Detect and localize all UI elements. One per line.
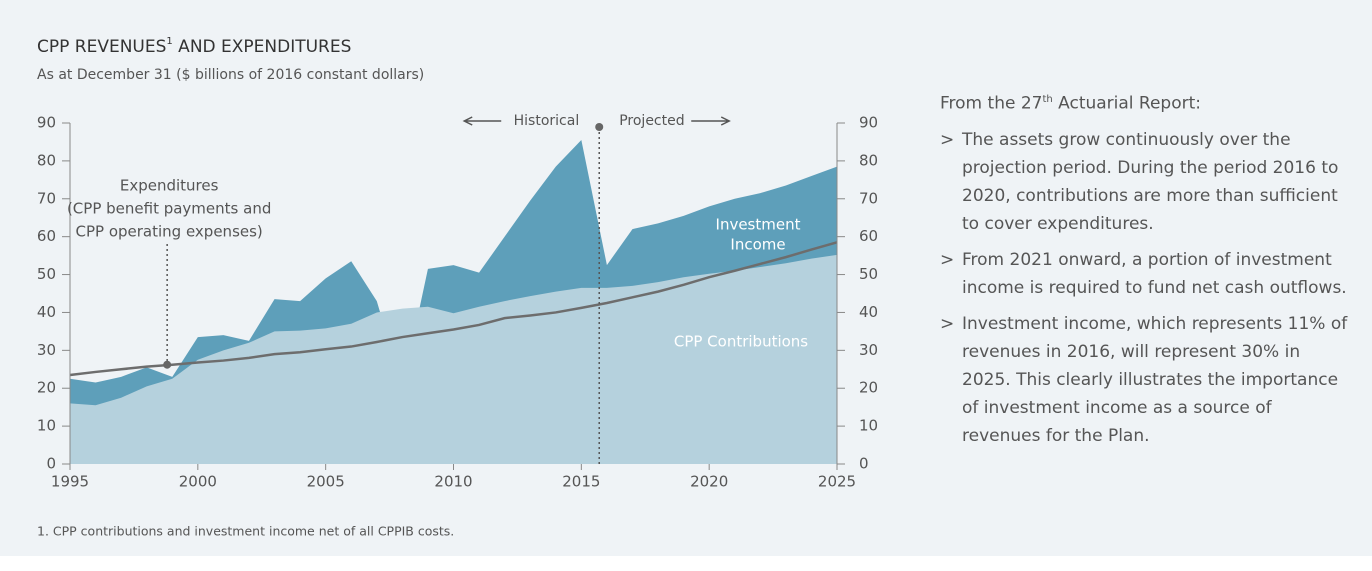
y-tick-label: 80 (37, 151, 56, 169)
x-tick-label: 2000 (179, 473, 217, 491)
divider-dot (595, 123, 604, 131)
x-tick-label: 2015 (562, 473, 600, 491)
y2-tick-label: 20 (859, 379, 878, 397)
x-tick-label: 2010 (434, 473, 472, 491)
y-tick-label: 60 (37, 227, 56, 245)
expenditures-label: Expenditures (120, 177, 219, 195)
bullet-text: The assets grow continuously over the pr… (962, 129, 1339, 234)
bullet: > From 2021 onward, a portion of investme… (940, 246, 1350, 302)
y-tick-label: 0 (46, 455, 56, 473)
bullet-text: From 2021 onward, a portion of investmen… (962, 249, 1347, 298)
bullet-marker: > (940, 249, 955, 270)
chart: CPP REVENUES1 AND EXPENDITURES As at Dec… (37, 36, 878, 539)
y2-tick-label: 70 (859, 189, 878, 207)
projected-arrow (691, 116, 731, 126)
footnote: 1. CPP contributions and investment inco… (37, 524, 454, 539)
y-tick-label: 40 (37, 303, 56, 321)
y-tick-label: 30 (37, 341, 56, 359)
bullet: > The assets grow continuously over the p… (940, 126, 1350, 238)
expenditures-line (69, 241, 838, 377)
investment-label: Income (730, 236, 785, 254)
projected-label: Projected (619, 113, 684, 129)
y-tick-label: 10 (37, 417, 56, 435)
expenditures-dot (163, 360, 172, 369)
sidebar-heading: From the 27th Actuarial Report: (940, 86, 1350, 118)
y2-tick-label: 0 (859, 455, 869, 473)
y2-tick-label: 80 (859, 151, 878, 169)
x-tick-label: 1995 (51, 473, 89, 491)
y-tick-label: 50 (37, 265, 56, 283)
bullet: > Investment income, which represents 11%… (940, 310, 1350, 450)
contributions-label: CPP Contributions (674, 333, 808, 351)
subtitle: As at December 31 ($ billions of 2016 co… (37, 67, 424, 83)
bullet-marker: > (940, 313, 955, 334)
bullet-marker: > (940, 129, 955, 150)
bullet-text: Investment income, which represents 11% … (962, 313, 1348, 446)
heading-rest: Actuarial Report: (1052, 93, 1202, 114)
y-tick-label: 20 (37, 379, 56, 397)
title-sup: 1 (166, 36, 172, 47)
x-tick-label: 2020 (690, 473, 728, 491)
y2-tick-label: 60 (859, 227, 878, 245)
y2-tick-label: 40 (859, 303, 878, 321)
page: CPP REVENUES1 AND EXPENDITURES As at Dec… (0, 0, 1372, 556)
x-tick-label: 2025 (818, 473, 856, 491)
investment-label: Investment (716, 216, 801, 234)
y2-tick-label: 90 (859, 114, 878, 132)
historical-label: Historical (514, 113, 580, 129)
heading-sup: th (1042, 94, 1053, 105)
expenditures-label: CPP operating expenses) (76, 223, 263, 241)
y-tick-label: 90 (37, 114, 56, 132)
title-rest: AND EXPENDITURES (173, 37, 352, 57)
heading-main: From the 27 (940, 93, 1043, 114)
y-tick-label: 70 (37, 189, 56, 207)
y2-tick-label: 50 (859, 265, 878, 283)
x-tick-label: 2005 (307, 473, 345, 491)
title-main: CPP REVENUES (37, 37, 166, 57)
expenditures-label: (CPP benefit payments and (67, 200, 271, 218)
plot: 0 10 20 30 40 50 60 70 80 90 0 10 20 30 40 50 60 70 80 90 19… (37, 113, 878, 491)
contributions-area (70, 254, 837, 464)
y2-tick-label: 10 (859, 417, 878, 435)
sidebar: From the 27th Actuarial Report: > The ass… (940, 86, 1350, 458)
historical-arrow (462, 116, 502, 126)
chart-title: CPP REVENUES1 AND EXPENDITURES (37, 36, 351, 57)
y2-tick-label: 30 (859, 341, 878, 359)
